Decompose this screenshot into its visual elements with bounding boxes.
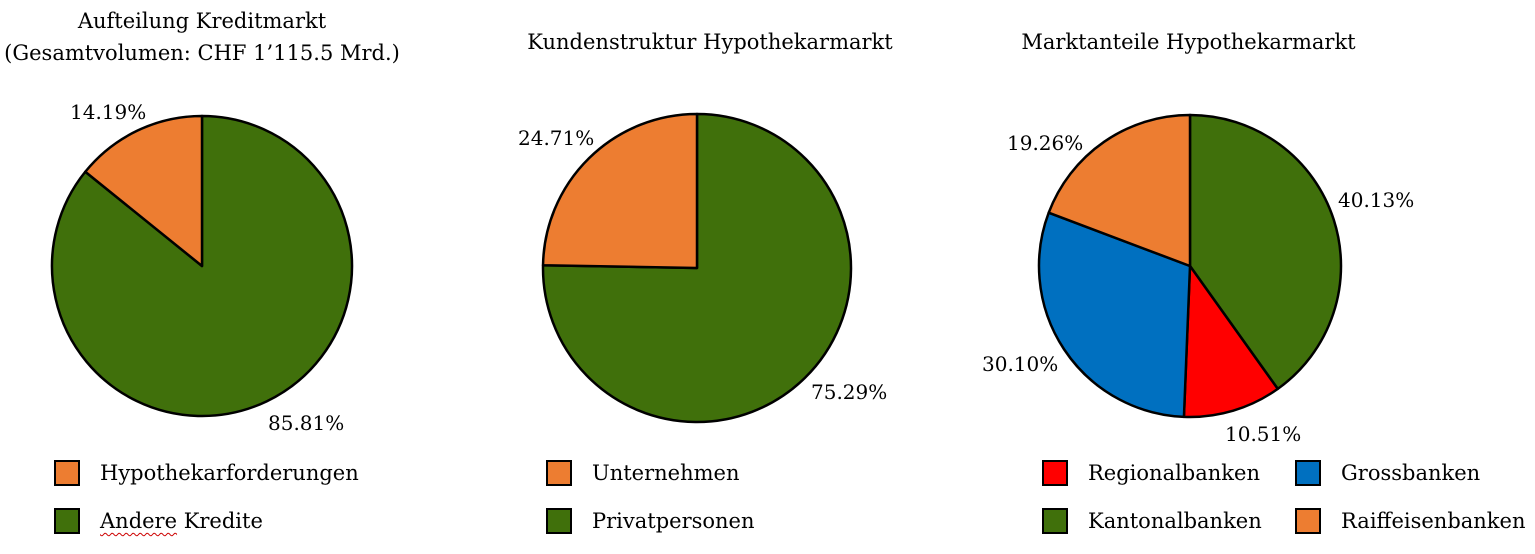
chart-marktanteile: Marktanteile Hypothekarmarkt 19.26% 40.1…: [960, 0, 1535, 554]
chart-subtitle: (Gesamtvolumen: CHF 1’115.5 Mrd.): [4, 41, 400, 65]
pie-slice-grossbanken: [1037, 211, 1192, 419]
pie-slice-regionalbanken: [1182, 264, 1280, 419]
legend-swatch: [1295, 460, 1321, 486]
legend-label: Hypothekarforderungen: [100, 461, 359, 485]
data-label: 75.29%: [811, 380, 888, 404]
legend-item: Raiffeisenbanken: [1295, 508, 1526, 534]
chart-title: Kundenstruktur Hypothekarmarkt: [527, 30, 893, 54]
legend-swatch: [546, 508, 572, 534]
legend-label: Regionalbanken: [1088, 461, 1260, 485]
legend-label: Unternehmen: [592, 461, 740, 485]
legend-swatch: [1042, 460, 1068, 486]
legend-swatch: [546, 460, 572, 486]
pie-slice-privatpersonen: [541, 112, 853, 424]
pie-chart: [541, 112, 853, 424]
data-label: 19.26%: [1007, 131, 1084, 155]
data-label: 30.10%: [982, 352, 1059, 376]
legend-item: Privatpersonen: [546, 508, 755, 534]
legend-item: Andere Kredite: [54, 508, 263, 534]
legend-swatch: [1042, 508, 1068, 534]
legend-label: Grossbanken: [1341, 461, 1481, 485]
data-label: 14.19%: [70, 100, 147, 124]
chart-title: Aufteilung Kreditmarkt: [77, 9, 327, 33]
pie-slice-hypothekarforderungen: [50, 114, 354, 418]
data-label: 10.51%: [1225, 422, 1302, 446]
chart-title: Marktanteile Hypothekarmarkt: [1021, 30, 1356, 54]
pie-slice-kantonalbanken: [1188, 113, 1343, 391]
pie-slice-unternehmen: [541, 112, 699, 270]
legend-swatch: [1295, 508, 1321, 534]
legend-swatch: [54, 508, 80, 534]
pie-slice-andere-kredite: [84, 114, 204, 268]
legend-swatch: [54, 460, 80, 486]
data-label: 24.71%: [518, 126, 595, 150]
chart-kundenstruktur: Kundenstruktur Hypothekarmarkt 24.71% 75…: [460, 0, 960, 554]
legend-item: Grossbanken: [1295, 460, 1480, 486]
pie-chart: [1037, 113, 1343, 419]
legend-item: Unternehmen: [546, 460, 739, 486]
legend-label: Raiffeisenbanken: [1341, 509, 1526, 533]
legend-label: Andere Kredite: [100, 509, 263, 533]
data-label: 40.13%: [1338, 188, 1415, 212]
data-label: 85.81%: [268, 411, 345, 435]
pie-chart: [50, 114, 354, 418]
legend-item: Kantonalbanken: [1042, 508, 1262, 534]
spellcheck-word: Andere: [100, 509, 178, 533]
legend-item: Regionalbanken: [1042, 460, 1260, 486]
chart-kreditmarkt: Aufteilung Kreditmarkt (Gesamtvolumen: C…: [0, 0, 404, 554]
legend-label: Kantonalbanken: [1088, 509, 1262, 533]
legend-label: Privatpersonen: [592, 509, 755, 533]
legend-item: Hypothekarforderungen: [54, 460, 359, 486]
pie-slice-raiffeisenbanken: [1047, 113, 1192, 268]
